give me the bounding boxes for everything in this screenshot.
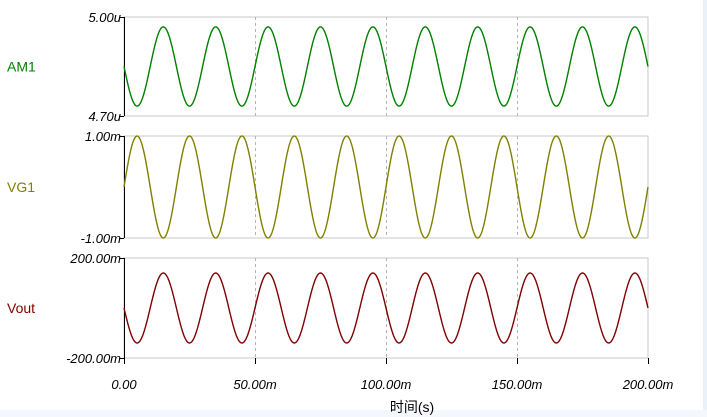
y-tick-label-bottom: -200.00m <box>66 351 121 366</box>
x-tick-label: 0.00 <box>111 377 137 392</box>
waveform-am1 <box>123 26 649 107</box>
waveform-vg1 <box>123 135 649 239</box>
x-tick-label: 200.00m <box>622 377 674 392</box>
x-tick-label: 100.00m <box>361 377 412 392</box>
y-tick-label-top: 5.00u <box>88 10 121 25</box>
trace-label-am1: AM1 <box>7 59 36 75</box>
panel-vout: 200.00m -200.00m Vout <box>7 251 649 366</box>
panel-am1: 5.00u 4.70u AM1 <box>7 10 649 124</box>
trace-label-vout: Vout <box>7 300 35 316</box>
y-tick-label-bottom: 4.70u <box>88 109 121 124</box>
panel-vg1: 1.00m -1.00m VG1 <box>7 129 649 246</box>
y-tick-label-bottom: -1.00m <box>81 231 122 246</box>
x-tick-label: 150.00m <box>492 377 543 392</box>
y-tick-label-top: 200.00m <box>69 251 121 266</box>
trace-label-vg1: VG1 <box>7 179 35 195</box>
x-axis-title: 时间(s) <box>390 399 434 415</box>
x-tick-label: 50.00m <box>233 377 277 392</box>
y-tick-label-top: 1.00m <box>85 129 121 144</box>
waveform-vout <box>123 272 649 344</box>
